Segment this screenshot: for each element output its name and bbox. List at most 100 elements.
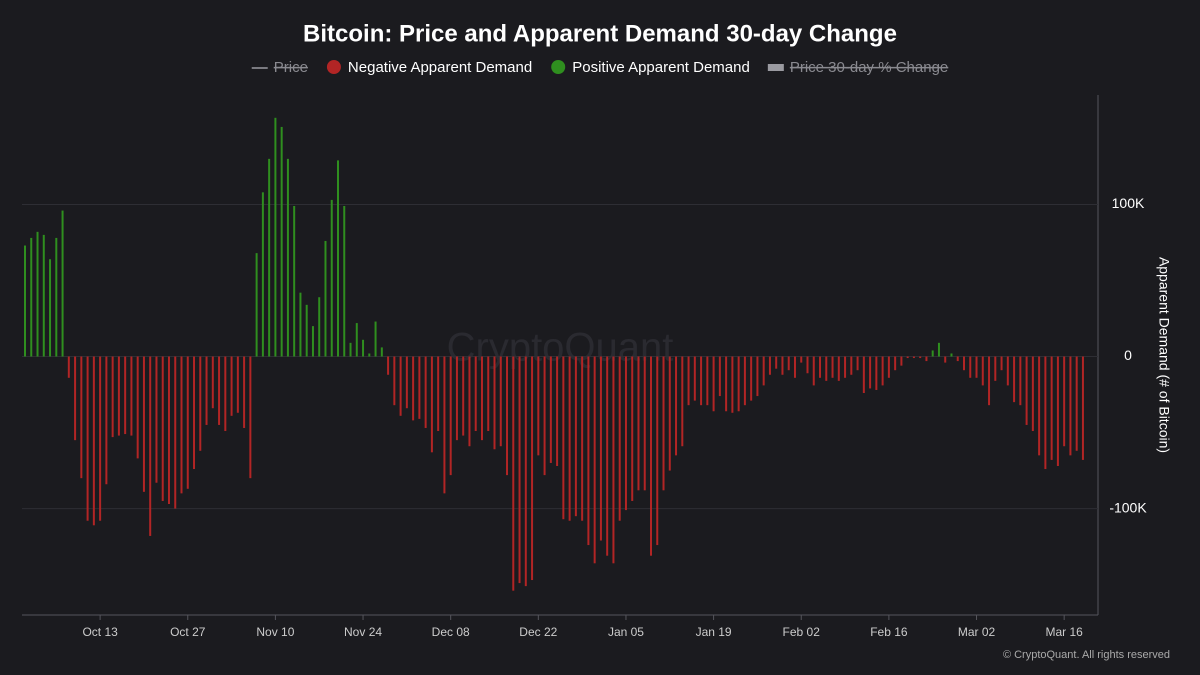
bar: [462, 356, 465, 436]
legend-label: Price: [274, 59, 308, 76]
bar: [387, 356, 390, 375]
y-tick-label: 0: [1124, 347, 1132, 363]
bar: [180, 356, 183, 494]
bar: [424, 356, 427, 428]
y-tick-label: -100K: [1109, 499, 1147, 515]
bar: [937, 342, 940, 357]
bar: [468, 356, 471, 447]
bar: [793, 356, 796, 378]
bar: [480, 356, 483, 441]
bar: [681, 356, 684, 447]
bar: [925, 356, 928, 362]
legend-label: Price 30-day % Change: [790, 59, 948, 76]
x-tick-label: Oct 27: [170, 625, 206, 639]
bar: [631, 356, 634, 501]
bar: [624, 356, 627, 511]
bar: [768, 356, 771, 375]
bar: [30, 237, 33, 357]
bar: [299, 292, 302, 357]
chart-title: Bitcoin: Price and Apparent Demand 30-da…: [303, 20, 897, 47]
bar: [825, 356, 828, 381]
y-tick-label: 100K: [1112, 195, 1145, 211]
footer: © CryptoQuant. All rights reserved: [1003, 649, 1170, 661]
bar: [243, 356, 246, 428]
bar: [74, 356, 77, 441]
bar: [599, 356, 602, 541]
bar: [362, 339, 365, 357]
bar: [230, 356, 233, 416]
bar: [524, 356, 527, 587]
bar: [869, 356, 872, 389]
bar: [1075, 356, 1078, 451]
bar: [255, 253, 258, 357]
bar: [393, 356, 396, 406]
bar: [950, 353, 953, 357]
bar: [562, 356, 565, 520]
bar: [117, 356, 120, 436]
bar: [399, 356, 402, 416]
x-tick-label: Mar 02: [958, 625, 996, 639]
bar: [305, 304, 308, 357]
bar: [499, 356, 502, 447]
bar: [643, 356, 646, 491]
bar: [518, 356, 521, 584]
bar: [318, 297, 321, 357]
bar: [969, 356, 972, 378]
bar: [474, 356, 477, 432]
bar: [374, 321, 377, 357]
bar: [662, 356, 665, 491]
bar: [455, 356, 458, 441]
bar: [136, 356, 139, 459]
x-tick-label: Dec 08: [432, 625, 470, 639]
bar: [199, 356, 202, 451]
bar: [261, 192, 264, 357]
bar: [806, 356, 809, 374]
bar: [324, 240, 327, 357]
bar: [443, 356, 446, 494]
bar: [687, 356, 690, 406]
bar: [67, 356, 70, 378]
bar: [92, 356, 95, 526]
bar: [161, 356, 164, 501]
bar: [1056, 356, 1059, 466]
bar: [61, 210, 64, 357]
watermark: CryptoQuant: [447, 326, 674, 370]
bar: [124, 356, 127, 435]
bar: [42, 234, 45, 357]
bar: [593, 356, 596, 564]
bar: [105, 356, 108, 485]
bar: [80, 356, 83, 479]
bar: [55, 237, 58, 357]
bar: [944, 356, 947, 363]
bar: [725, 356, 728, 412]
x-tick-label: Oct 13: [82, 625, 118, 639]
bar: [249, 356, 252, 479]
legend-marker: [767, 64, 784, 71]
bar: [487, 356, 490, 432]
bar: [706, 356, 709, 406]
bar: [1038, 356, 1041, 456]
bar: [99, 356, 102, 521]
bar: [1063, 356, 1066, 447]
bar: [812, 356, 815, 386]
bar: [437, 356, 440, 432]
x-tick-label: Dec 22: [519, 625, 557, 639]
bar: [994, 356, 997, 381]
bar: [650, 356, 652, 556]
bar: [981, 356, 984, 386]
bar: [449, 356, 452, 476]
bar: [675, 356, 678, 456]
bar: [130, 356, 133, 436]
bar: [587, 356, 590, 546]
bar: [24, 245, 26, 357]
bar: [1025, 356, 1028, 425]
bar: [149, 356, 152, 536]
bar: [155, 356, 158, 483]
bar: [311, 326, 314, 357]
bar: [368, 353, 371, 357]
legend-marker: [326, 60, 341, 74]
bar: [931, 350, 934, 357]
bar: [819, 356, 822, 378]
